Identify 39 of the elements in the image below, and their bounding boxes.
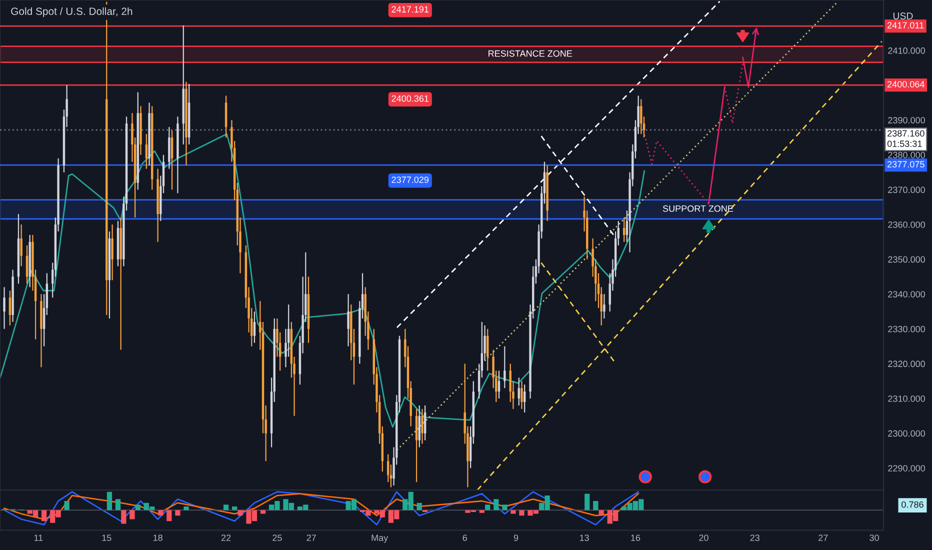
y-tick-label: 2410.000 xyxy=(888,47,926,54)
x-tick-label: 20 xyxy=(699,534,708,541)
ref-line-label: 2417.011 xyxy=(888,22,924,28)
y-tick-label: 2390.000 xyxy=(888,117,926,124)
ref-line-label: 2377.075 xyxy=(888,161,924,168)
x-tick-label: 30 xyxy=(870,534,879,541)
x-tick-label: May xyxy=(372,534,388,543)
annotation: 2417.191 xyxy=(392,6,429,13)
band-label: RESISTANCE ZONE xyxy=(488,50,572,57)
x-tick-label: 18 xyxy=(153,534,162,541)
y-tick-label: 2370.000 xyxy=(888,186,926,194)
x-tick-label: 16 xyxy=(631,534,640,541)
y-tick-label: 2380.000 xyxy=(888,152,926,158)
x-tick-label: 22 xyxy=(221,534,231,541)
y-tick-label: 2350.000 xyxy=(888,256,926,263)
band-label: SUPPORT ZONE xyxy=(662,205,734,212)
x-tick-label: 13 xyxy=(580,534,589,541)
x-tick-label: 11 xyxy=(34,534,43,541)
y-tick-label: 2320.000 xyxy=(888,360,926,368)
text: 0.786 xyxy=(902,501,924,508)
x-tick-label: 6 xyxy=(462,534,467,541)
x-tick-label: 27 xyxy=(818,534,828,541)
x-tick-label: 9 xyxy=(514,534,518,541)
ref-line-label: 2387.160 01:53:31 xyxy=(887,130,924,147)
x-tick-label: 15 xyxy=(102,534,112,541)
x-tick-label: 25 xyxy=(272,534,282,541)
y-tick-label: 2360.000 xyxy=(888,221,926,228)
y-axis-title: USD xyxy=(893,12,913,20)
y-tick-label: 2300.000 xyxy=(888,430,926,437)
y-tick-label: 2290.000 xyxy=(888,465,926,472)
y-tick-label: 2310.000 xyxy=(888,395,926,402)
ref-line-label: 2400.064 xyxy=(888,81,924,88)
text: Gold Spot / U.S. Dollar, 2h xyxy=(11,7,132,18)
annotation: 2377.029 xyxy=(392,176,429,183)
x-tick-label: 27 xyxy=(306,534,316,541)
y-tick-label: 2330.000 xyxy=(888,326,926,332)
x-tick-label: 23 xyxy=(750,534,760,541)
annotation: 2400.361 xyxy=(392,95,429,102)
y-tick-label: 2340.000 xyxy=(888,291,926,298)
